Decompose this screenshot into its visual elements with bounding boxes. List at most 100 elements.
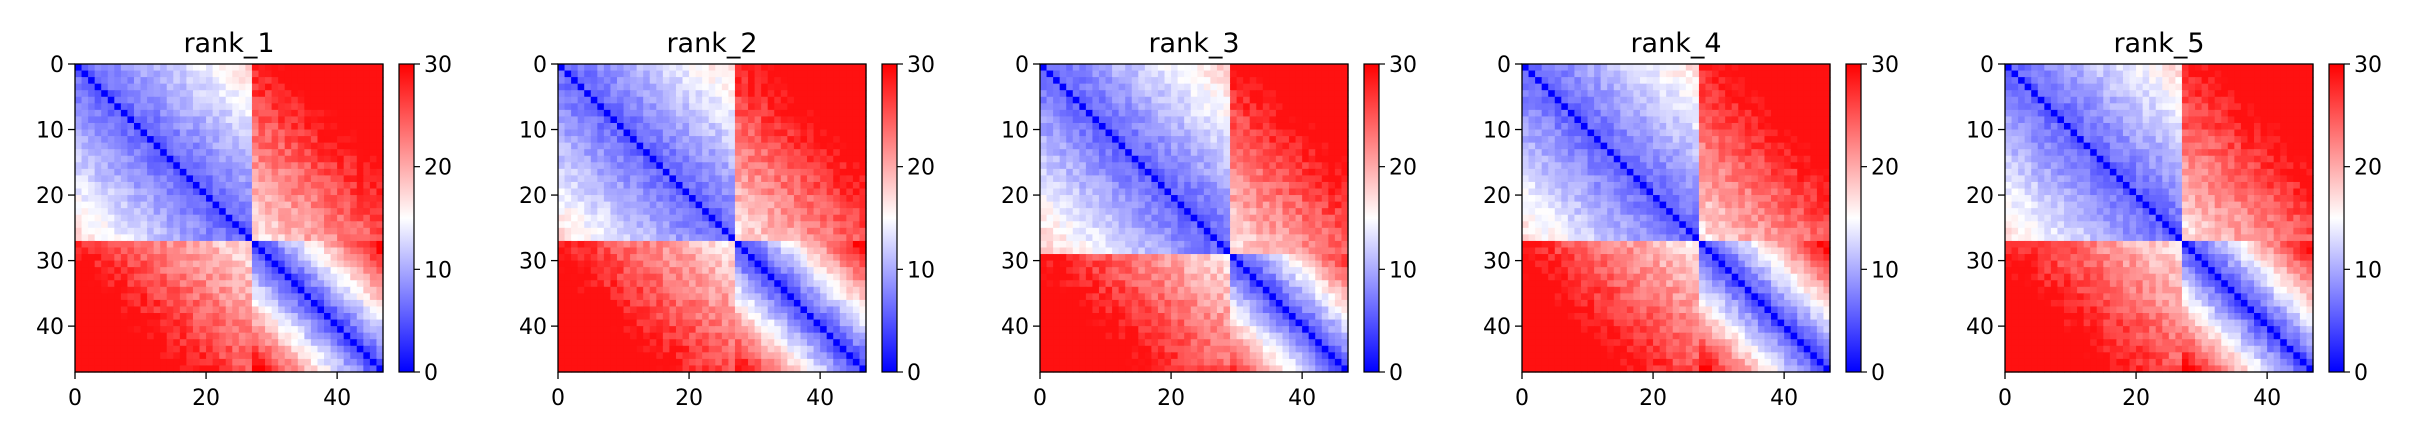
heatmap-cell bbox=[330, 64, 338, 72]
heatmap-cell bbox=[859, 188, 867, 196]
heatmap-cell bbox=[324, 116, 332, 124]
heatmap-cell bbox=[140, 214, 148, 222]
heatmap-cell bbox=[610, 64, 618, 72]
heatmap-cell bbox=[846, 208, 854, 216]
heatmap-cell bbox=[369, 201, 378, 209]
heatmap-cell bbox=[238, 83, 246, 91]
heatmap-cell bbox=[337, 273, 345, 281]
heatmap-cell bbox=[245, 313, 253, 321]
heatmap-cell bbox=[826, 103, 834, 111]
heatmap-cell bbox=[317, 136, 325, 144]
heatmap-cell bbox=[643, 214, 651, 222]
heatmap-cell bbox=[754, 313, 762, 321]
heatmap-cell bbox=[81, 273, 89, 281]
heatmap-cell bbox=[284, 188, 292, 196]
heatmap-cell bbox=[800, 122, 808, 131]
heatmap-cell bbox=[695, 96, 703, 104]
heatmap-cell bbox=[662, 365, 670, 373]
heatmap-cell bbox=[88, 116, 96, 124]
heatmap-cell bbox=[1098, 64, 1107, 72]
heatmap-cell bbox=[179, 267, 187, 275]
heatmap-cell bbox=[225, 260, 233, 268]
heatmap-cell bbox=[852, 136, 861, 144]
heatmap-cell bbox=[846, 168, 854, 176]
heatmap-cell bbox=[356, 103, 364, 111]
heatmap-cell bbox=[767, 70, 775, 78]
heatmap-cell bbox=[761, 345, 769, 353]
heatmap-cell bbox=[101, 227, 109, 235]
heatmap-cell bbox=[258, 96, 266, 104]
heatmap-cell bbox=[597, 122, 605, 131]
heatmap-cell bbox=[133, 142, 142, 150]
heatmap-cell bbox=[101, 260, 109, 268]
heatmap-cell bbox=[649, 77, 657, 85]
heatmap-cell bbox=[852, 326, 861, 334]
heatmap-cell bbox=[153, 208, 161, 216]
heatmap-cell bbox=[708, 227, 716, 235]
heatmap-cell bbox=[643, 293, 651, 301]
heatmap-cell bbox=[166, 280, 174, 288]
heatmap-cell bbox=[590, 109, 598, 118]
heatmap-cell bbox=[356, 313, 364, 321]
heatmap-cell bbox=[721, 293, 729, 301]
heatmap-cell bbox=[761, 306, 769, 314]
heatmap-cell bbox=[219, 221, 227, 229]
heatmap-cell bbox=[1262, 83, 1270, 91]
heatmap-cell bbox=[695, 109, 703, 118]
heatmap-cell bbox=[577, 201, 585, 209]
heatmap-cell bbox=[356, 181, 364, 190]
heatmap-cell bbox=[265, 109, 273, 118]
heatmap-cell bbox=[133, 122, 142, 131]
heatmap-cell bbox=[774, 136, 782, 144]
heatmap-cell bbox=[571, 181, 579, 190]
heatmap-cell bbox=[754, 221, 762, 229]
heatmap-cell bbox=[675, 313, 684, 321]
heatmap-cell bbox=[807, 103, 815, 111]
heatmap-cell bbox=[623, 260, 631, 268]
heatmap-cell bbox=[107, 313, 115, 321]
heatmap-cell bbox=[623, 247, 631, 255]
heatmap-cell bbox=[564, 168, 572, 176]
heatmap-cell bbox=[715, 326, 723, 334]
heatmap-cell bbox=[643, 64, 651, 72]
heatmap-cell bbox=[179, 181, 187, 190]
heatmap-cell bbox=[721, 234, 729, 242]
heatmap-cell bbox=[75, 142, 83, 150]
heatmap-cell bbox=[721, 83, 729, 91]
heatmap-cell bbox=[337, 345, 345, 353]
heatmap-cell bbox=[708, 103, 716, 111]
heatmap-cell bbox=[774, 313, 782, 321]
heatmap-cell bbox=[826, 260, 834, 268]
heatmap-cell bbox=[564, 254, 572, 262]
heatmap-cell bbox=[603, 208, 612, 216]
heatmap-cell bbox=[337, 240, 345, 249]
heatmap-cell bbox=[780, 155, 788, 163]
heatmap-cell bbox=[616, 280, 625, 288]
heatmap-cell bbox=[127, 90, 135, 98]
heatmap-cell bbox=[186, 96, 194, 104]
heatmap-cell bbox=[774, 227, 782, 235]
heatmap-cell bbox=[839, 103, 847, 111]
heatmap-cell bbox=[1112, 129, 1120, 137]
heatmap-cell bbox=[702, 293, 710, 301]
heatmap-cell bbox=[597, 214, 605, 222]
heatmap-cell bbox=[1059, 96, 1067, 104]
heatmap-cell bbox=[577, 352, 585, 360]
heatmap-cell bbox=[636, 345, 644, 353]
heatmap-cell bbox=[147, 339, 155, 347]
heatmap-cell bbox=[1334, 116, 1343, 124]
heatmap-cell bbox=[94, 293, 102, 301]
heatmap-cell bbox=[793, 326, 802, 334]
heatmap-cell bbox=[616, 122, 625, 131]
heatmap-cell bbox=[310, 227, 319, 235]
heatmap-cell bbox=[675, 181, 684, 190]
heatmap-cell bbox=[571, 260, 579, 268]
heatmap-cell bbox=[793, 149, 802, 157]
heatmap-cell bbox=[689, 90, 697, 98]
heatmap-cell bbox=[81, 280, 89, 288]
heatmap-cell bbox=[748, 122, 756, 131]
heatmap-cell bbox=[1098, 116, 1107, 124]
heatmap-cell bbox=[324, 136, 332, 144]
heatmap-cell bbox=[597, 168, 605, 176]
heatmap-cell bbox=[852, 129, 861, 137]
